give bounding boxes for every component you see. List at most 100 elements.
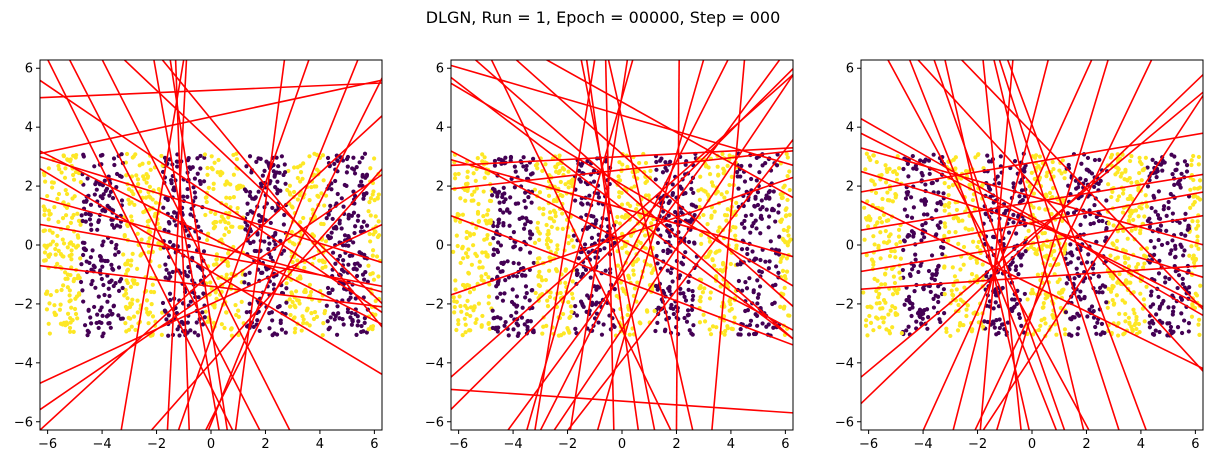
point-class-b xyxy=(907,272,913,277)
point-class-b xyxy=(201,179,207,184)
line-13 xyxy=(47,60,234,430)
point-class-a xyxy=(213,290,218,295)
point-class-a xyxy=(643,180,648,185)
point-class-a xyxy=(878,256,883,261)
point-class-a xyxy=(123,291,129,296)
point-class-a xyxy=(786,239,791,244)
point-class-b xyxy=(490,308,495,313)
point-class-a xyxy=(567,330,572,335)
point-class-a xyxy=(558,290,563,296)
point-class-a xyxy=(222,325,227,331)
point-class-a xyxy=(367,231,372,237)
point-class-a xyxy=(452,299,457,304)
point-class-a xyxy=(1036,327,1042,333)
point-class-a xyxy=(708,332,714,337)
point-class-b xyxy=(496,217,502,222)
line-27 xyxy=(711,60,746,430)
point-class-a xyxy=(558,192,563,198)
point-class-a xyxy=(946,193,951,198)
point-class-b xyxy=(84,259,89,264)
point-class-a xyxy=(144,180,149,185)
point-class-b xyxy=(758,231,763,236)
point-class-b xyxy=(242,187,248,192)
point-class-b xyxy=(244,310,249,315)
line-14 xyxy=(908,60,1058,430)
point-class-a xyxy=(963,169,969,174)
point-class-a xyxy=(980,324,986,329)
point-class-b xyxy=(516,331,521,336)
point-class-b xyxy=(1022,291,1027,297)
point-class-a xyxy=(896,227,902,232)
point-class-a xyxy=(211,320,217,325)
point-class-a xyxy=(485,233,490,238)
point-class-a xyxy=(57,307,63,312)
point-class-b xyxy=(602,246,607,251)
point-class-a xyxy=(287,183,292,188)
point-class-a xyxy=(73,311,79,317)
point-class-a xyxy=(135,231,140,236)
point-class-b xyxy=(904,328,909,333)
point-class-a xyxy=(480,313,485,319)
point-class-a xyxy=(974,274,979,279)
y-tick-label: −6 xyxy=(14,415,33,430)
point-class-a xyxy=(50,239,56,244)
point-class-a xyxy=(969,329,974,334)
point-class-a xyxy=(68,315,73,321)
point-class-b xyxy=(1019,188,1025,193)
point-class-a xyxy=(553,267,559,272)
point-class-a xyxy=(1054,332,1059,337)
point-class-b xyxy=(686,279,691,285)
point-class-a xyxy=(131,314,137,319)
point-class-a xyxy=(950,265,955,270)
point-class-b xyxy=(739,221,745,226)
point-class-b xyxy=(340,317,345,322)
point-class-a xyxy=(369,324,374,329)
point-class-b xyxy=(269,310,274,315)
point-class-b xyxy=(92,304,97,310)
point-class-a xyxy=(376,192,381,197)
point-class-b xyxy=(243,272,248,277)
point-class-a xyxy=(475,156,480,161)
point-class-b xyxy=(748,163,753,168)
point-class-b xyxy=(921,285,926,291)
point-class-a xyxy=(560,211,565,216)
point-class-a xyxy=(372,156,377,161)
point-class-a xyxy=(879,282,884,287)
point-class-b xyxy=(526,195,531,200)
point-class-a xyxy=(866,155,872,160)
point-class-a xyxy=(787,313,792,318)
point-class-a xyxy=(224,179,229,184)
line-9 xyxy=(40,223,382,385)
point-class-a xyxy=(1052,256,1057,261)
point-class-b xyxy=(81,252,86,258)
point-class-b xyxy=(1170,238,1175,243)
point-class-b xyxy=(667,223,672,228)
point-class-a xyxy=(368,166,373,171)
point-class-b xyxy=(354,332,359,337)
point-class-a xyxy=(458,304,463,309)
point-class-a xyxy=(570,296,576,301)
point-class-b xyxy=(99,276,104,282)
point-class-a xyxy=(1194,243,1199,248)
point-class-a xyxy=(57,167,62,172)
point-class-a xyxy=(78,180,83,185)
point-class-b xyxy=(114,171,120,177)
point-class-b xyxy=(168,297,173,303)
point-class-a xyxy=(317,258,322,263)
point-class-b xyxy=(100,264,105,269)
point-class-a xyxy=(1190,219,1195,224)
point-class-b xyxy=(112,225,117,230)
point-class-b xyxy=(119,276,124,282)
point-class-b xyxy=(96,294,101,299)
point-class-a xyxy=(56,163,61,169)
point-class-b xyxy=(585,201,590,206)
point-class-a xyxy=(480,250,485,255)
point-class-b xyxy=(1167,276,1172,282)
point-class-a xyxy=(951,282,956,288)
line-16 xyxy=(490,60,672,430)
point-class-a xyxy=(65,285,70,290)
point-class-b xyxy=(745,246,750,251)
point-class-b xyxy=(755,190,761,195)
point-class-b xyxy=(509,299,515,305)
line-7 xyxy=(40,223,382,287)
